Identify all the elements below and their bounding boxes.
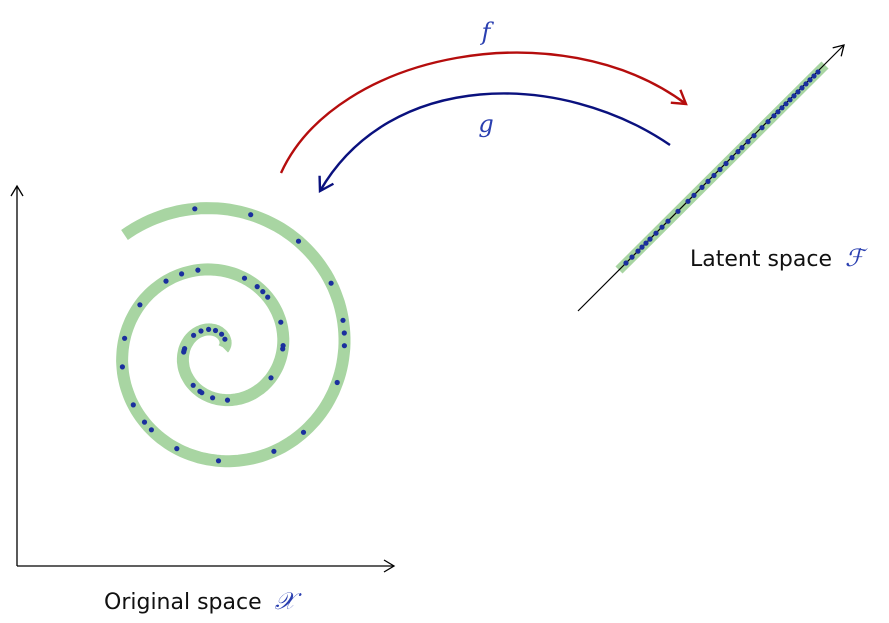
latent-point xyxy=(765,119,771,125)
latent-point xyxy=(639,244,645,250)
latent-point xyxy=(635,248,641,254)
spiral-point xyxy=(122,335,128,341)
latent-space-label: Latent space ℱ xyxy=(690,244,868,272)
g-label: g xyxy=(478,110,493,138)
spiral-point xyxy=(137,302,143,308)
latent-point xyxy=(675,208,681,214)
spiral-point xyxy=(278,319,284,325)
latent-point xyxy=(815,69,821,75)
spiral-point xyxy=(224,397,231,403)
spiral-point xyxy=(334,379,340,386)
spiral-point xyxy=(300,429,307,435)
spiral-point xyxy=(280,343,286,349)
f-arrow xyxy=(279,51,688,174)
spiral-point xyxy=(148,427,154,433)
latent-point xyxy=(745,139,751,145)
spiral-data-points xyxy=(119,206,347,464)
latent-point xyxy=(783,101,789,107)
latent-point xyxy=(685,198,691,204)
original-space-text: Original space xyxy=(104,590,262,615)
spiral-point xyxy=(210,395,216,401)
latent-point xyxy=(799,85,805,91)
spiral-point xyxy=(341,330,347,336)
latent-data-points xyxy=(623,69,821,266)
latent-point xyxy=(811,73,817,79)
latent-point xyxy=(623,260,629,266)
spiral-point xyxy=(248,212,254,218)
latent-point xyxy=(795,89,801,95)
spiral-point xyxy=(260,289,266,295)
latent-point xyxy=(653,230,659,236)
latent-point xyxy=(699,184,705,190)
spiral-point xyxy=(198,328,204,334)
latent-point xyxy=(775,109,781,115)
latent-point xyxy=(665,218,671,224)
original-space-label: Original space 𝒳 xyxy=(104,587,303,615)
spiral-manifold xyxy=(116,202,351,468)
spiral-point xyxy=(174,446,180,452)
spiral-point xyxy=(254,284,260,290)
spiral-point xyxy=(340,317,346,323)
latent-axis xyxy=(577,44,845,312)
latent-point xyxy=(807,77,813,83)
latent-point xyxy=(691,192,697,198)
latent-point xyxy=(659,224,665,230)
spiral-point xyxy=(295,238,302,244)
latent-point xyxy=(647,236,653,242)
latent-point xyxy=(739,145,745,151)
spiral-point xyxy=(206,326,212,332)
latent-point xyxy=(759,125,765,131)
spiral-point xyxy=(268,375,274,381)
latent-point xyxy=(803,81,809,87)
spiral-point xyxy=(163,278,169,284)
original-space-symbol: 𝒳 xyxy=(275,587,303,615)
spiral-point xyxy=(192,206,198,212)
latent-point xyxy=(711,172,717,179)
spiral-point xyxy=(328,280,334,286)
spiral-point xyxy=(195,267,201,273)
latent-space-symbol: ℱ xyxy=(845,244,868,272)
latent-point xyxy=(791,93,797,99)
spiral-point xyxy=(222,336,228,342)
latent-point xyxy=(717,166,723,173)
latent-point xyxy=(705,178,711,184)
spiral-point xyxy=(271,448,277,454)
latent-point xyxy=(643,240,649,246)
latent-point xyxy=(779,105,785,111)
f-label: f xyxy=(480,18,495,46)
latent-point xyxy=(735,149,741,155)
spiral-point xyxy=(265,294,271,300)
latent-point xyxy=(729,155,735,161)
spiral-point xyxy=(181,349,187,355)
spiral-point xyxy=(130,402,136,408)
latent-space-text: Latent space xyxy=(690,247,832,272)
latent-point xyxy=(787,97,793,103)
latent-point xyxy=(771,113,777,119)
spiral-point xyxy=(341,343,347,349)
spiral-point xyxy=(191,332,197,338)
latent-point xyxy=(723,160,729,167)
spiral-point xyxy=(141,419,148,425)
spiral-point xyxy=(219,331,225,337)
latent-point xyxy=(629,254,635,260)
spiral-point xyxy=(119,364,125,370)
spiral-point xyxy=(199,390,205,396)
spiral-point xyxy=(215,458,222,464)
spiral-point xyxy=(190,382,196,388)
spiral-point xyxy=(212,327,219,334)
latent-point xyxy=(751,133,757,139)
spiral-point xyxy=(241,275,248,281)
spiral-point xyxy=(179,271,185,277)
original-space-axes xyxy=(10,184,396,573)
g-arrow xyxy=(318,92,671,193)
